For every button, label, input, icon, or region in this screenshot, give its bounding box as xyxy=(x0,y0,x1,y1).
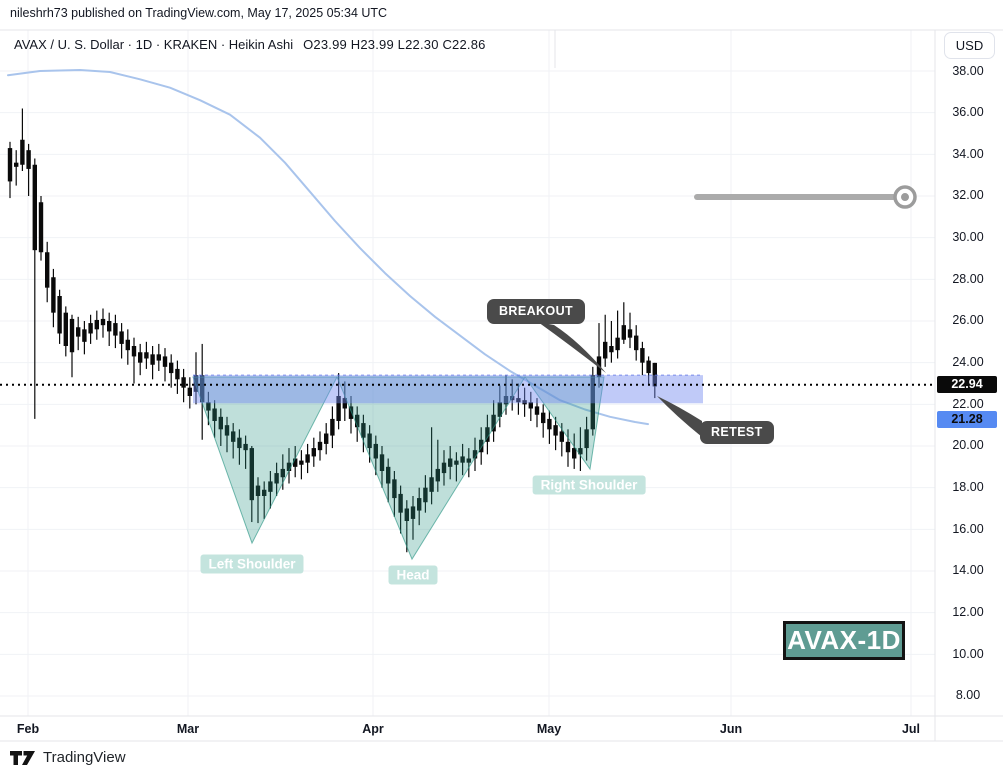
alert-price-label: 21.28 xyxy=(937,411,997,428)
tradingview-logo-text: TradingView xyxy=(43,749,126,766)
trend-line-drawing xyxy=(694,185,917,209)
head-and-shoulders-pattern xyxy=(192,376,605,561)
time-tick-label: May xyxy=(536,722,562,736)
currency-toggle-button[interactable]: USD xyxy=(944,32,995,59)
breakout-callout[interactable]: BREAKOUT xyxy=(487,299,586,324)
time-tick-label: Jul xyxy=(901,722,921,736)
tradingview-logo-icon xyxy=(10,750,35,765)
price-tick-label: 20.00 xyxy=(952,438,984,453)
ma-line xyxy=(7,69,649,426)
price-tick-label: 16.00 xyxy=(952,521,984,536)
price-tick-label: 12.00 xyxy=(952,605,984,620)
symbol-title: AVAX / U. S. Dollar · 1D · KRAKEN · Heik… xyxy=(14,37,294,52)
price-tick-label: 14.00 xyxy=(952,563,984,578)
retest-callout[interactable]: RETEST xyxy=(700,421,774,444)
attribution-text: nileshrh73 published on TradingView.com,… xyxy=(10,6,388,20)
price-tick-label: 34.00 xyxy=(952,146,984,161)
price-tick-label: 30.00 xyxy=(952,230,984,245)
right-shoulder-label[interactable]: Right Shoulder xyxy=(532,475,646,495)
price-tick-label: 10.00 xyxy=(952,646,984,661)
tradingview-logo[interactable]: TradingView xyxy=(10,749,126,766)
time-tick-label: Feb xyxy=(16,722,40,736)
price-tick-label: 28.00 xyxy=(952,271,984,286)
grid-lines xyxy=(0,30,935,716)
left-shoulder-label[interactable]: Left Shoulder xyxy=(200,554,304,574)
resistance-zone xyxy=(193,374,703,404)
price-tick-label: 24.00 xyxy=(952,355,984,370)
price-tick-label: 38.00 xyxy=(952,63,984,78)
price-tick-label: 22.00 xyxy=(952,396,984,411)
time-tick-label: Apr xyxy=(362,722,384,736)
symbol-watermark[interactable]: AVAX-1D xyxy=(783,621,905,660)
price-tick-label: 8.00 xyxy=(955,688,981,703)
price-tick-label: 32.00 xyxy=(952,188,984,203)
symbol-legend[interactable]: AVAX / U. S. Dollar · 1D · KRAKEN · Heik… xyxy=(14,37,486,52)
time-tick-label: Mar xyxy=(176,722,200,736)
price-tick-label: 26.00 xyxy=(952,313,984,328)
head-label[interactable]: Head xyxy=(388,565,438,585)
callout-tails xyxy=(538,322,702,437)
price-line-label: 22.94 xyxy=(937,376,997,393)
price-tick-label: 18.00 xyxy=(952,480,984,495)
ohlc-values: O23.99 H23.99 L22.30 C22.86 xyxy=(303,37,486,52)
price-tick-label: 36.00 xyxy=(952,105,984,120)
time-tick-label: Jun xyxy=(719,722,743,736)
